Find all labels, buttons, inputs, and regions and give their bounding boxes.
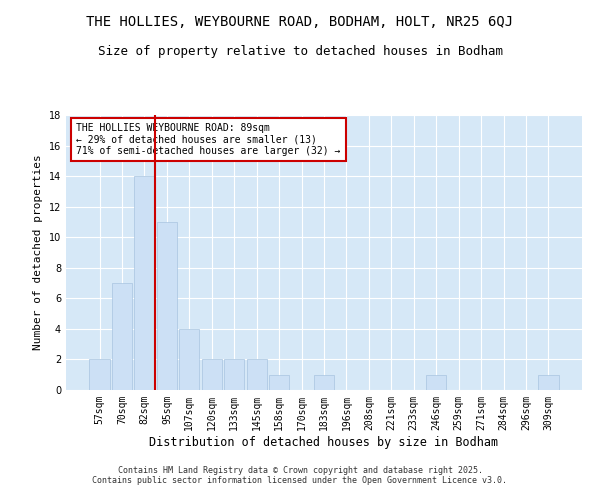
Bar bbox=[134, 176, 155, 390]
Text: THE HOLLIES, WEYBOURNE ROAD, BODHAM, HOLT, NR25 6QJ: THE HOLLIES, WEYBOURNE ROAD, BODHAM, HOL… bbox=[86, 15, 514, 29]
Text: Contains HM Land Registry data © Crown copyright and database right 2025.
Contai: Contains HM Land Registry data © Crown c… bbox=[92, 466, 508, 485]
Bar bbox=[157, 222, 177, 390]
X-axis label: Distribution of detached houses by size in Bodham: Distribution of detached houses by size … bbox=[149, 436, 499, 448]
Text: THE HOLLIES WEYBOURNE ROAD: 89sqm
← 29% of detached houses are smaller (13)
71% : THE HOLLIES WEYBOURNE ROAD: 89sqm ← 29% … bbox=[76, 123, 341, 156]
Bar bbox=[538, 374, 559, 390]
Bar bbox=[202, 360, 222, 390]
Bar bbox=[179, 329, 199, 390]
Bar bbox=[426, 374, 446, 390]
Y-axis label: Number of detached properties: Number of detached properties bbox=[33, 154, 43, 350]
Bar bbox=[247, 360, 267, 390]
Bar bbox=[314, 374, 334, 390]
Bar bbox=[224, 360, 244, 390]
Bar bbox=[269, 374, 289, 390]
Bar bbox=[112, 283, 132, 390]
Text: Size of property relative to detached houses in Bodham: Size of property relative to detached ho… bbox=[97, 45, 503, 58]
Bar bbox=[89, 360, 110, 390]
